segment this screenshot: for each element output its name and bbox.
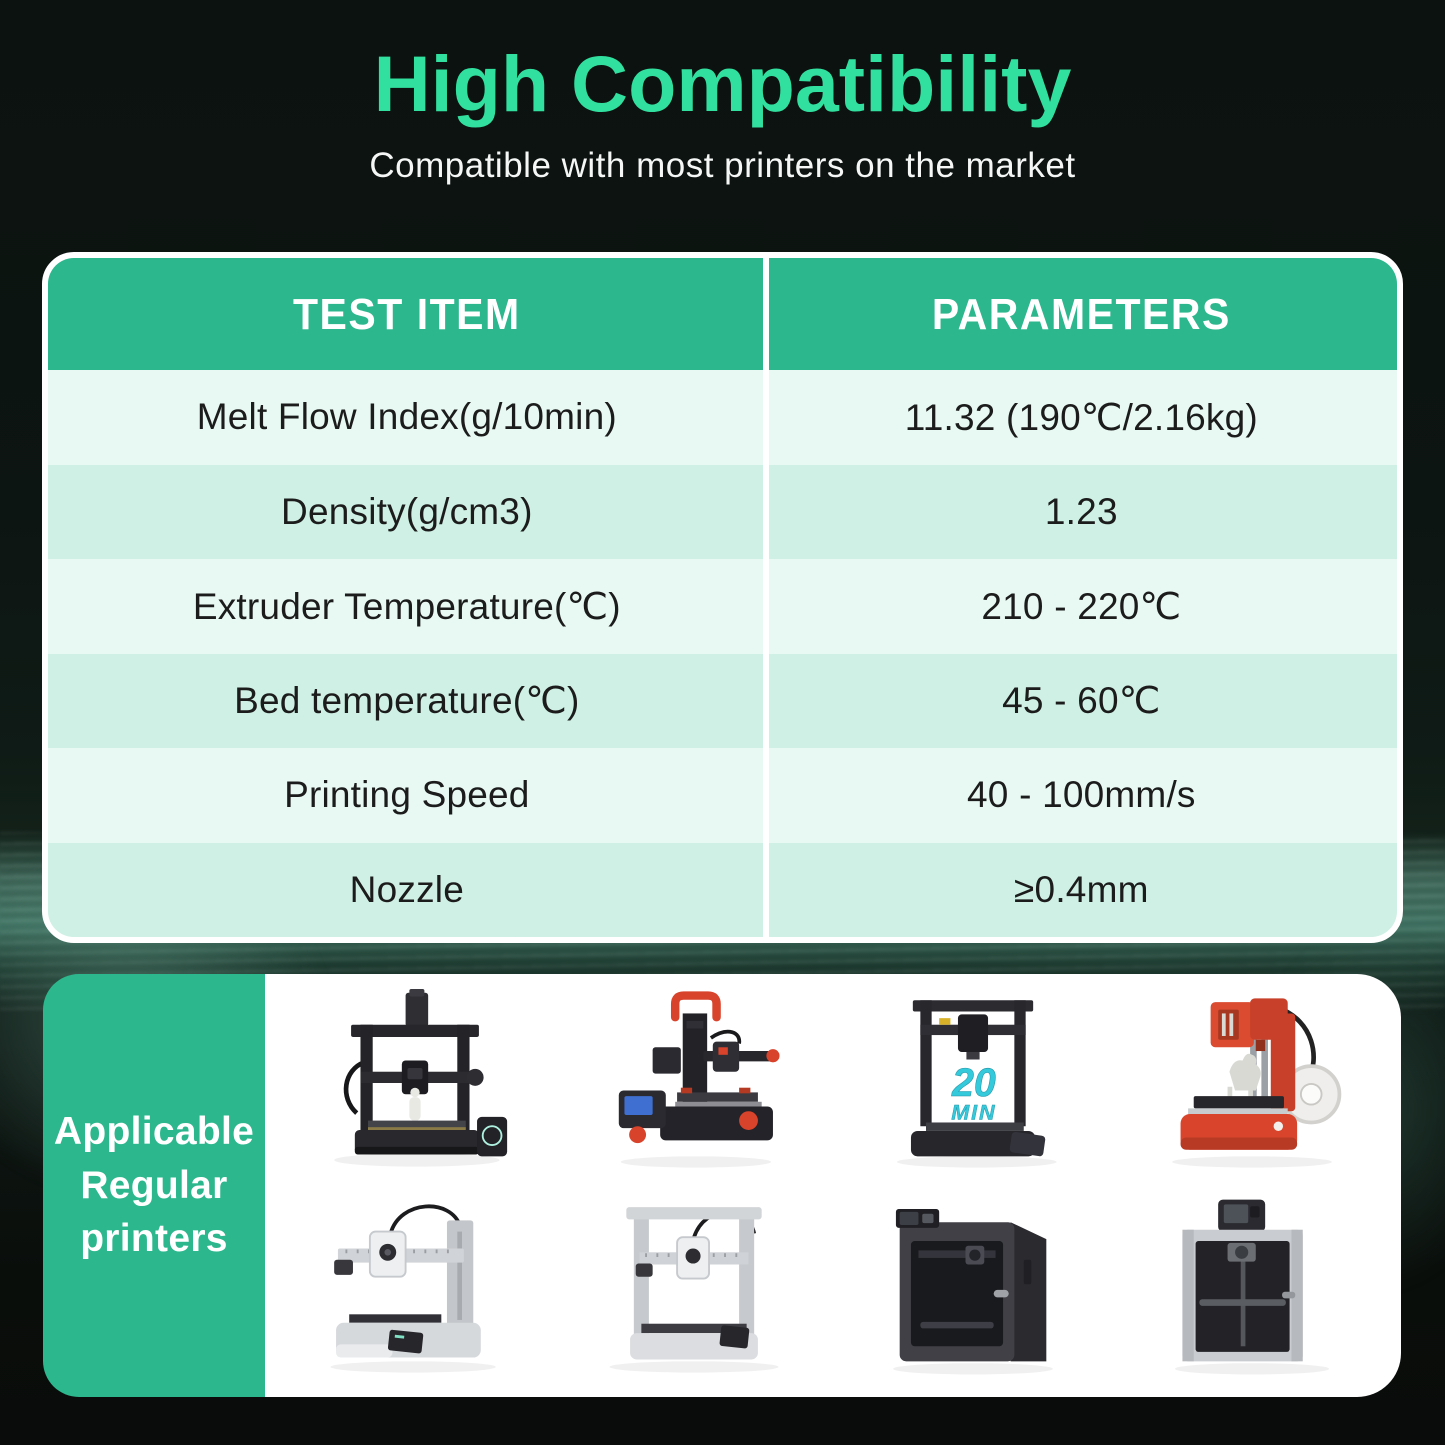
printers-panel: 20 MIN bbox=[265, 974, 1401, 1397]
mini-printer-red-handle-icon bbox=[618, 991, 780, 1168]
applicable-label-line: Regular bbox=[80, 1163, 228, 1207]
applicable-label-line: Applicable bbox=[53, 1109, 255, 1153]
printer-cell bbox=[554, 980, 833, 1186]
table-row: Density(g/cm3) 1.23 bbox=[48, 464, 1397, 559]
printed-text-20: 20 bbox=[950, 1061, 995, 1105]
cell-parameter: 1.23 bbox=[1044, 490, 1118, 532]
table-body: Melt Flow Index(g/10min) 11.32 (190℃/2.1… bbox=[48, 370, 1397, 937]
open-frame-black-printer-icon bbox=[333, 988, 507, 1167]
enclosed-silver-printer-icon bbox=[1174, 1199, 1329, 1375]
table-row: Melt Flow Index(g/10min) 11.32 (190℃/2.1… bbox=[48, 370, 1397, 465]
cell-test-item: Melt Flow Index(g/10min) bbox=[196, 396, 617, 438]
header-cell-test-item: TEST ITEM bbox=[293, 289, 521, 338]
header-cell-parameters: PARAMETERS bbox=[931, 289, 1231, 338]
table-header-row: TEST ITEM PARAMETERS bbox=[48, 258, 1397, 370]
open-frame-printer-20min-icon: 20 MIN bbox=[896, 1000, 1057, 1168]
printed-text-min: MIN bbox=[951, 1099, 996, 1124]
page-title: High Compatibility bbox=[373, 39, 1072, 128]
printer-cell bbox=[833, 1186, 1112, 1392]
gantry-silver-printer-icon bbox=[608, 1207, 779, 1373]
printer-cell bbox=[275, 1186, 554, 1392]
cell-test-item: Density(g/cm3) bbox=[281, 490, 533, 532]
cell-test-item: Nozzle bbox=[349, 868, 464, 910]
cell-parameter: 40 - 100mm/s bbox=[967, 774, 1196, 816]
table-row: Nozzle ≥0.4mm bbox=[48, 842, 1397, 937]
printer-cell bbox=[554, 1186, 833, 1392]
table-row: Extruder Temperature(℃) 210 - 220℃ bbox=[48, 559, 1397, 654]
printer-cell bbox=[1112, 1186, 1391, 1392]
cell-parameter: 11.32 (190℃/2.16kg) bbox=[904, 396, 1258, 438]
cantilever-silver-printer-icon bbox=[329, 1204, 496, 1373]
applicable-label-panel: Applicable Regular printers bbox=[43, 974, 265, 1397]
cell-test-item: Bed temperature(℃) bbox=[234, 680, 580, 722]
cell-parameter: ≥0.4mm bbox=[1014, 868, 1149, 910]
printer-cell bbox=[1112, 980, 1391, 1186]
enclosed-black-printer-icon bbox=[892, 1209, 1053, 1375]
column-divider bbox=[762, 258, 769, 937]
applicable-label-line: printers bbox=[80, 1217, 228, 1261]
cell-parameter: 45 - 60℃ bbox=[1002, 680, 1161, 722]
spec-table: TEST ITEM PARAMETERS Melt Flow Index(g/1… bbox=[42, 252, 1403, 943]
cell-test-item: Printing Speed bbox=[284, 774, 530, 816]
cell-parameter: 210 - 220℃ bbox=[981, 585, 1182, 627]
table-row: Bed temperature(℃) 45 - 60℃ bbox=[48, 653, 1397, 748]
printer-cell: 20 MIN bbox=[833, 980, 1112, 1186]
page-subtitle: Compatible with most printers on the mar… bbox=[369, 146, 1076, 185]
mini-red-printer-with-spool-icon bbox=[1171, 998, 1341, 1168]
table-row: Printing Speed 40 - 100mm/s bbox=[48, 748, 1397, 843]
cell-test-item: Extruder Temperature(℃) bbox=[192, 585, 621, 627]
printer-cell bbox=[275, 980, 554, 1186]
